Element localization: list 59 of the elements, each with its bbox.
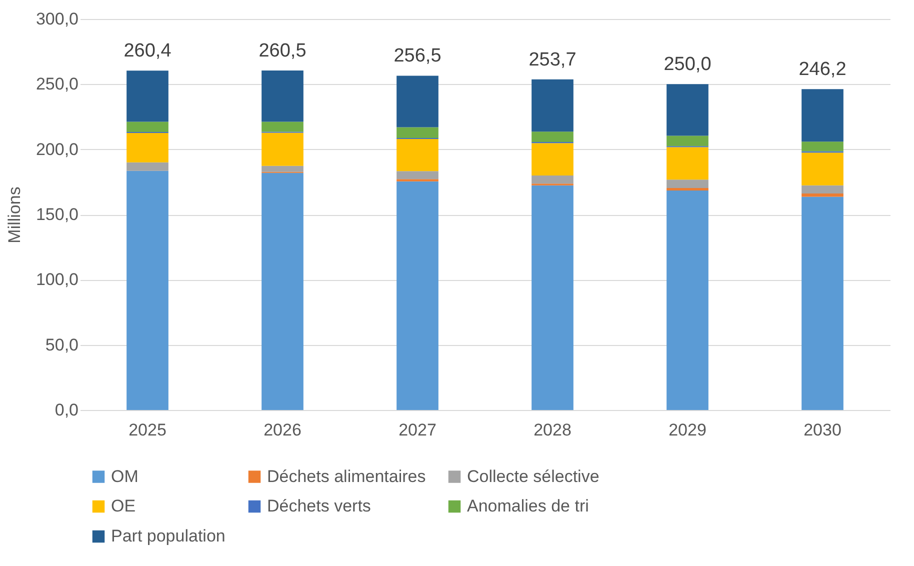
y-tick-label: 200,0 xyxy=(36,140,78,159)
bar xyxy=(666,190,708,410)
total-label: 250,0 xyxy=(664,54,712,76)
bar xyxy=(396,139,438,172)
bar xyxy=(666,136,708,146)
bar xyxy=(396,181,438,410)
total-label: 256,5 xyxy=(394,46,442,67)
bar xyxy=(262,122,304,132)
bar xyxy=(802,142,844,152)
bar xyxy=(532,132,574,142)
y-tick-label: 0,0 xyxy=(54,400,78,420)
x-tick-label: 2029 xyxy=(668,420,706,440)
total-label: 260,4 xyxy=(124,40,172,62)
total-label: 253,7 xyxy=(528,49,576,70)
bar xyxy=(126,133,168,162)
bar xyxy=(262,70,304,122)
legend-label: Anomalies de tri xyxy=(467,496,589,516)
bar xyxy=(802,152,844,186)
bar xyxy=(126,162,168,171)
bar xyxy=(666,147,708,180)
y-tick-label: 300,0 xyxy=(36,10,78,28)
bar xyxy=(126,70,168,122)
bar xyxy=(262,172,304,410)
bar xyxy=(396,76,438,128)
bar xyxy=(532,176,574,184)
legend-label: Déchets alimentaires xyxy=(267,466,426,486)
legend-label: Collecte sélective xyxy=(467,466,600,486)
bar xyxy=(396,127,438,138)
bar xyxy=(802,194,844,197)
bar xyxy=(532,143,574,176)
bar xyxy=(802,185,844,194)
bar xyxy=(802,89,844,142)
bar xyxy=(666,180,708,188)
legend-label: OM xyxy=(111,466,138,486)
bar xyxy=(802,196,844,410)
bar xyxy=(532,79,574,132)
bar xyxy=(396,171,438,180)
bar xyxy=(262,132,304,166)
x-tick-label: 2030 xyxy=(804,420,842,440)
x-tick-label: 2025 xyxy=(128,420,166,440)
y-axis-title: Millions xyxy=(4,186,24,244)
bar xyxy=(532,185,574,410)
bar xyxy=(666,84,708,136)
x-tick-label: 2027 xyxy=(398,420,436,440)
total-label: 246,2 xyxy=(798,59,846,80)
bar xyxy=(126,170,168,410)
y-tick-label: 100,0 xyxy=(36,270,78,290)
legend-label: Part population xyxy=(111,526,226,546)
x-tick-label: 2026 xyxy=(264,420,302,440)
bar xyxy=(126,122,168,132)
bar xyxy=(666,188,708,191)
legend-label: Déchets verts xyxy=(267,496,371,516)
total-label: 260,5 xyxy=(258,40,306,62)
y-tick-label: 50,0 xyxy=(45,335,78,354)
x-tick-label: 2028 xyxy=(534,420,572,440)
y-tick-label: 150,0 xyxy=(36,205,78,224)
y-tick-label: 250,0 xyxy=(36,74,78,94)
bar xyxy=(262,166,304,172)
legend-label: OE xyxy=(111,496,136,516)
